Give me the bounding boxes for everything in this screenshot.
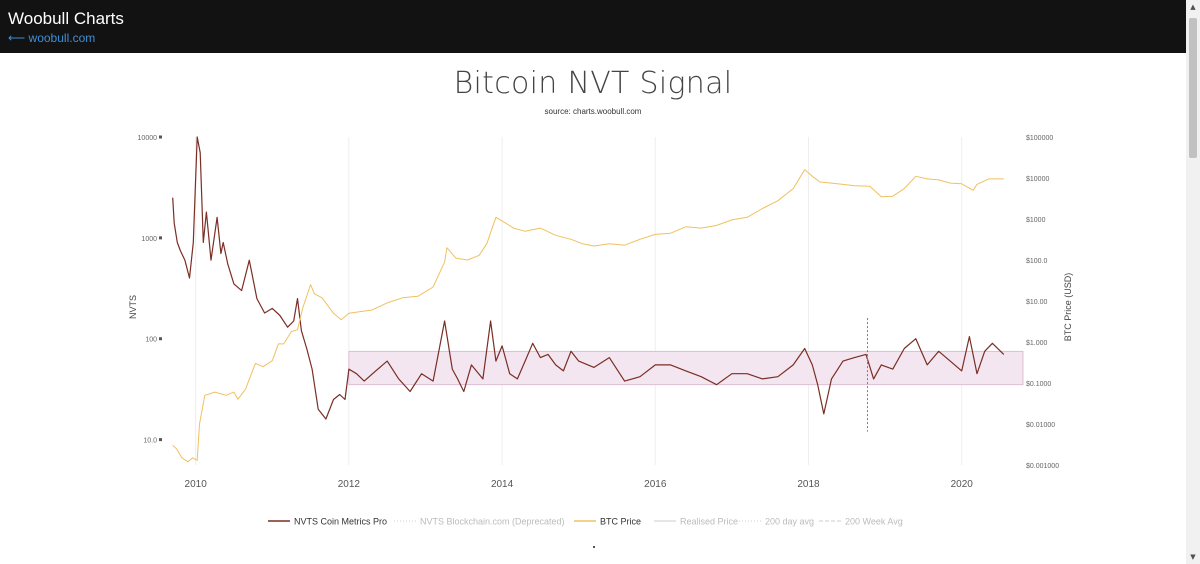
y-left-tick-mark [159, 438, 162, 442]
back-to-woobull-link[interactable]: ⟵ woobull.com [8, 31, 96, 45]
y-right-tick-label-$10.00: $10.00 [1026, 299, 1048, 306]
x-tick-label-2016: 2016 [644, 479, 667, 490]
scroll-up-arrow-icon[interactable]: ▲ [1190, 3, 1196, 11]
x-tick-label-2010: 2010 [185, 479, 208, 490]
y-right-tick-label-$1.000: $1.000 [1026, 340, 1048, 347]
legend-label-2[interactable]: BTC Price [600, 517, 641, 527]
y-right-tick-label-$1000: $1000 [1026, 217, 1046, 224]
x-tick-label-2018: 2018 [797, 479, 820, 490]
y-right-axis-label: BTC Price (USD) [1063, 273, 1073, 342]
x-tick-label-2012: 2012 [338, 479, 361, 490]
series-line-nvts-coin-metrics [172, 136, 1005, 420]
y-left-axis-label: NVTS [128, 295, 138, 319]
chart-source: source: charts.woobull.com [544, 107, 642, 116]
legend-label-1[interactable]: NVTS Blockchain.com (Deprecated) [420, 517, 565, 527]
footer-dot [593, 546, 595, 548]
legend-label-4[interactable]: 200 day avg [765, 517, 814, 527]
y-right-tick-label-$0.01000: $0.01000 [1026, 422, 1055, 429]
y-right-tick-label-$100000: $100000 [1026, 135, 1053, 142]
series-line-btc-price [172, 169, 1004, 463]
chart-title: Bitcoin NVT Signal [453, 66, 733, 101]
y-left-tick-mark [159, 135, 162, 139]
y-left-tick-mark [159, 236, 162, 240]
scroll-down-arrow-icon[interactable]: ▼ [1190, 553, 1196, 561]
legend-label-0[interactable]: NVTS Coin Metrics Pro [294, 517, 387, 527]
site-title: Woobull Charts [8, 9, 124, 28]
y-left-tick-label-100: 100 [145, 337, 157, 344]
y-left-tick-label-1000: 1000 [141, 236, 157, 243]
y-right-tick-label-$0.001000: $0.001000 [1026, 463, 1059, 470]
y-left-tick-mark [159, 337, 162, 341]
page-scrollbar[interactable]: ▲ ▼ [1186, 0, 1200, 564]
top-navbar: Woobull Charts ⟵ woobull.com [0, 0, 1186, 53]
x-tick-label-2014: 2014 [491, 479, 514, 490]
y-right-tick-label-$100.0: $100.0 [1026, 258, 1048, 265]
y-left-tick-label-10000: 10000 [138, 135, 158, 142]
legend-label-3[interactable]: Realised Price [680, 517, 738, 527]
legend-label-5[interactable]: 200 Week Avg [845, 517, 903, 527]
nvt-signal-band [348, 350, 1024, 386]
scroll-thumb[interactable] [1189, 18, 1197, 158]
y-right-tick-label-$0.1000: $0.1000 [1026, 381, 1051, 388]
y-left-tick-label-10.0: 10.0 [143, 438, 157, 445]
x-tick-label-2020: 2020 [951, 479, 974, 490]
y-right-tick-label-$10000: $10000 [1026, 176, 1049, 183]
